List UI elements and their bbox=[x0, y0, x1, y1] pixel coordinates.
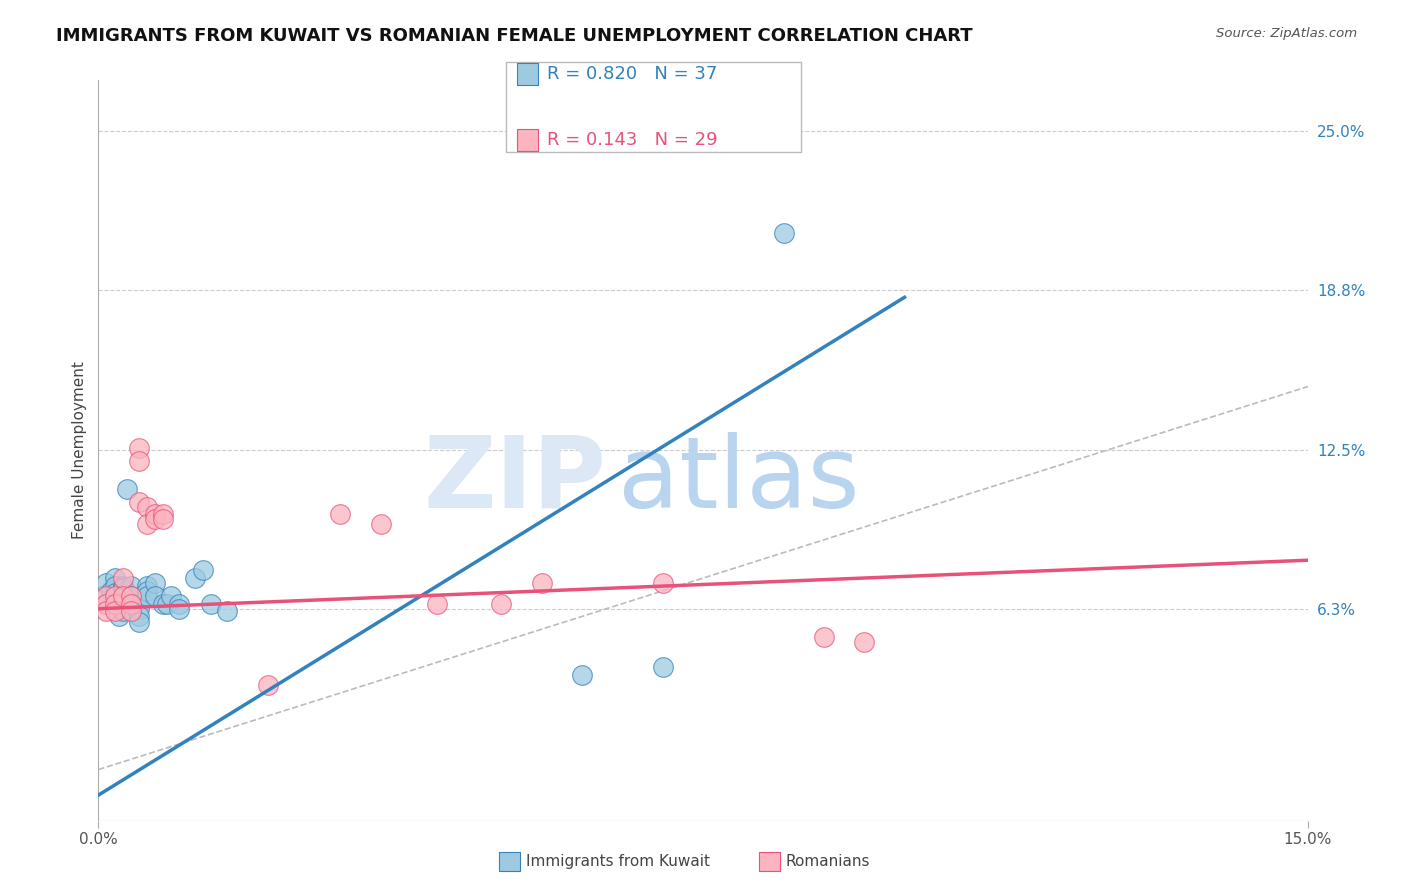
Point bbox=[143, 512, 166, 526]
Point bbox=[135, 583, 157, 598]
Point bbox=[128, 609, 150, 624]
Point bbox=[152, 512, 174, 526]
Y-axis label: Female Unemployment: Female Unemployment bbox=[72, 361, 87, 540]
Point bbox=[152, 508, 174, 522]
Point bbox=[96, 589, 118, 603]
Point bbox=[193, 564, 215, 578]
Point bbox=[813, 630, 835, 644]
Point bbox=[167, 601, 190, 615]
Point bbox=[128, 615, 150, 629]
Point bbox=[120, 579, 142, 593]
Point bbox=[143, 576, 166, 591]
Point bbox=[103, 586, 125, 600]
Point bbox=[651, 576, 673, 591]
Point bbox=[167, 597, 190, 611]
Point bbox=[111, 571, 134, 585]
Point bbox=[184, 571, 207, 585]
Point bbox=[152, 597, 174, 611]
Point bbox=[111, 582, 134, 596]
Point bbox=[96, 597, 118, 611]
Point bbox=[329, 508, 352, 522]
Point bbox=[103, 571, 125, 585]
Point bbox=[772, 227, 794, 241]
Point bbox=[120, 604, 142, 618]
Point bbox=[115, 482, 138, 496]
Point bbox=[111, 589, 134, 603]
Point bbox=[370, 517, 392, 532]
Point bbox=[111, 604, 134, 618]
Point bbox=[128, 601, 150, 615]
Point bbox=[120, 597, 142, 611]
Point bbox=[853, 635, 876, 649]
Point bbox=[96, 597, 118, 611]
Point bbox=[256, 678, 278, 692]
Point bbox=[103, 604, 125, 618]
Point bbox=[128, 441, 150, 455]
Point bbox=[135, 517, 157, 532]
Text: IMMIGRANTS FROM KUWAIT VS ROMANIAN FEMALE UNEMPLOYMENT CORRELATION CHART: IMMIGRANTS FROM KUWAIT VS ROMANIAN FEMAL… bbox=[56, 27, 973, 45]
Point bbox=[111, 589, 134, 603]
Point bbox=[128, 453, 150, 467]
Point bbox=[135, 589, 157, 603]
Point bbox=[160, 589, 183, 603]
Point bbox=[103, 597, 125, 611]
Point bbox=[96, 576, 118, 591]
Point bbox=[156, 597, 179, 611]
Point bbox=[124, 597, 146, 611]
Text: Romanians: Romanians bbox=[786, 855, 870, 869]
Point bbox=[143, 589, 166, 603]
Text: Source: ZipAtlas.com: Source: ZipAtlas.com bbox=[1216, 27, 1357, 40]
Point bbox=[491, 597, 513, 611]
Point bbox=[135, 500, 157, 514]
Text: R = 0.143   N = 29: R = 0.143 N = 29 bbox=[547, 131, 717, 149]
Point bbox=[200, 597, 222, 611]
Text: ZIP: ZIP bbox=[423, 432, 606, 529]
Text: R = 0.820   N = 37: R = 0.820 N = 37 bbox=[547, 65, 717, 83]
Point bbox=[100, 583, 122, 598]
Point bbox=[651, 660, 673, 674]
Point bbox=[571, 668, 593, 682]
Point bbox=[103, 579, 125, 593]
Point bbox=[91, 589, 114, 603]
Point bbox=[426, 597, 449, 611]
Point bbox=[103, 589, 125, 603]
Point bbox=[120, 589, 142, 603]
Point bbox=[128, 494, 150, 508]
Point bbox=[143, 508, 166, 522]
Point bbox=[135, 579, 157, 593]
Point bbox=[111, 579, 134, 593]
Point bbox=[103, 597, 125, 611]
Point bbox=[120, 589, 142, 603]
Text: atlas: atlas bbox=[619, 432, 860, 529]
Point bbox=[107, 609, 129, 624]
Text: Immigrants from Kuwait: Immigrants from Kuwait bbox=[526, 855, 710, 869]
Point bbox=[217, 604, 239, 618]
Point bbox=[530, 576, 553, 591]
Point bbox=[96, 604, 118, 618]
